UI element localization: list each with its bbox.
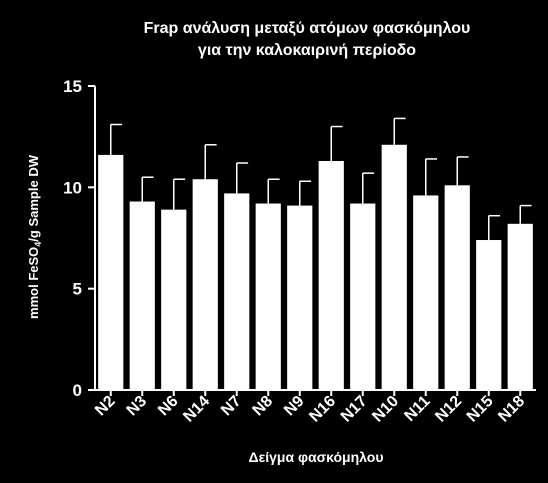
y-tick-label: 10 — [63, 178, 82, 197]
bars — [98, 144, 533, 390]
y-tick-label: 15 — [63, 77, 82, 96]
chart-title-line1: Frap ανάλυση μεταξύ ατόμων φασκόμηλου — [144, 20, 471, 37]
bar-n11 — [413, 195, 439, 390]
bar-n6 — [161, 209, 187, 390]
bar-n9 — [287, 205, 313, 390]
y-tick-label: 0 — [73, 381, 82, 400]
y-tick-label: 5 — [73, 280, 82, 299]
bar-n10 — [381, 144, 407, 390]
y-axis-label: mmol FeSO4/g Sample DW — [26, 154, 43, 319]
bar-n15 — [476, 240, 502, 390]
bar-n18 — [507, 223, 533, 390]
x-axis-label: Δείγμα φασκόμηλου — [249, 449, 384, 465]
y-axis-label-main: mmol FeSO — [26, 247, 41, 319]
bar-n2 — [98, 154, 124, 390]
bar-n14 — [192, 179, 218, 390]
y-axis-label-rest: /g Sample DW — [26, 154, 41, 241]
bar-n7 — [224, 193, 250, 390]
bar-n3 — [129, 201, 155, 390]
bar-n12 — [444, 185, 470, 390]
y-ticks: 0 5 10 15 — [63, 77, 95, 400]
bar-n17 — [350, 203, 376, 390]
bar-n16 — [318, 160, 344, 390]
y-axis: 0 5 10 15 — [63, 77, 96, 400]
bar-n8 — [255, 203, 281, 390]
error-bars — [110, 117, 532, 241]
chart-title-line2: για την καλοκαιρινή περίοδο — [198, 42, 416, 59]
y-axis-label-subscript: 4 — [33, 242, 43, 247]
